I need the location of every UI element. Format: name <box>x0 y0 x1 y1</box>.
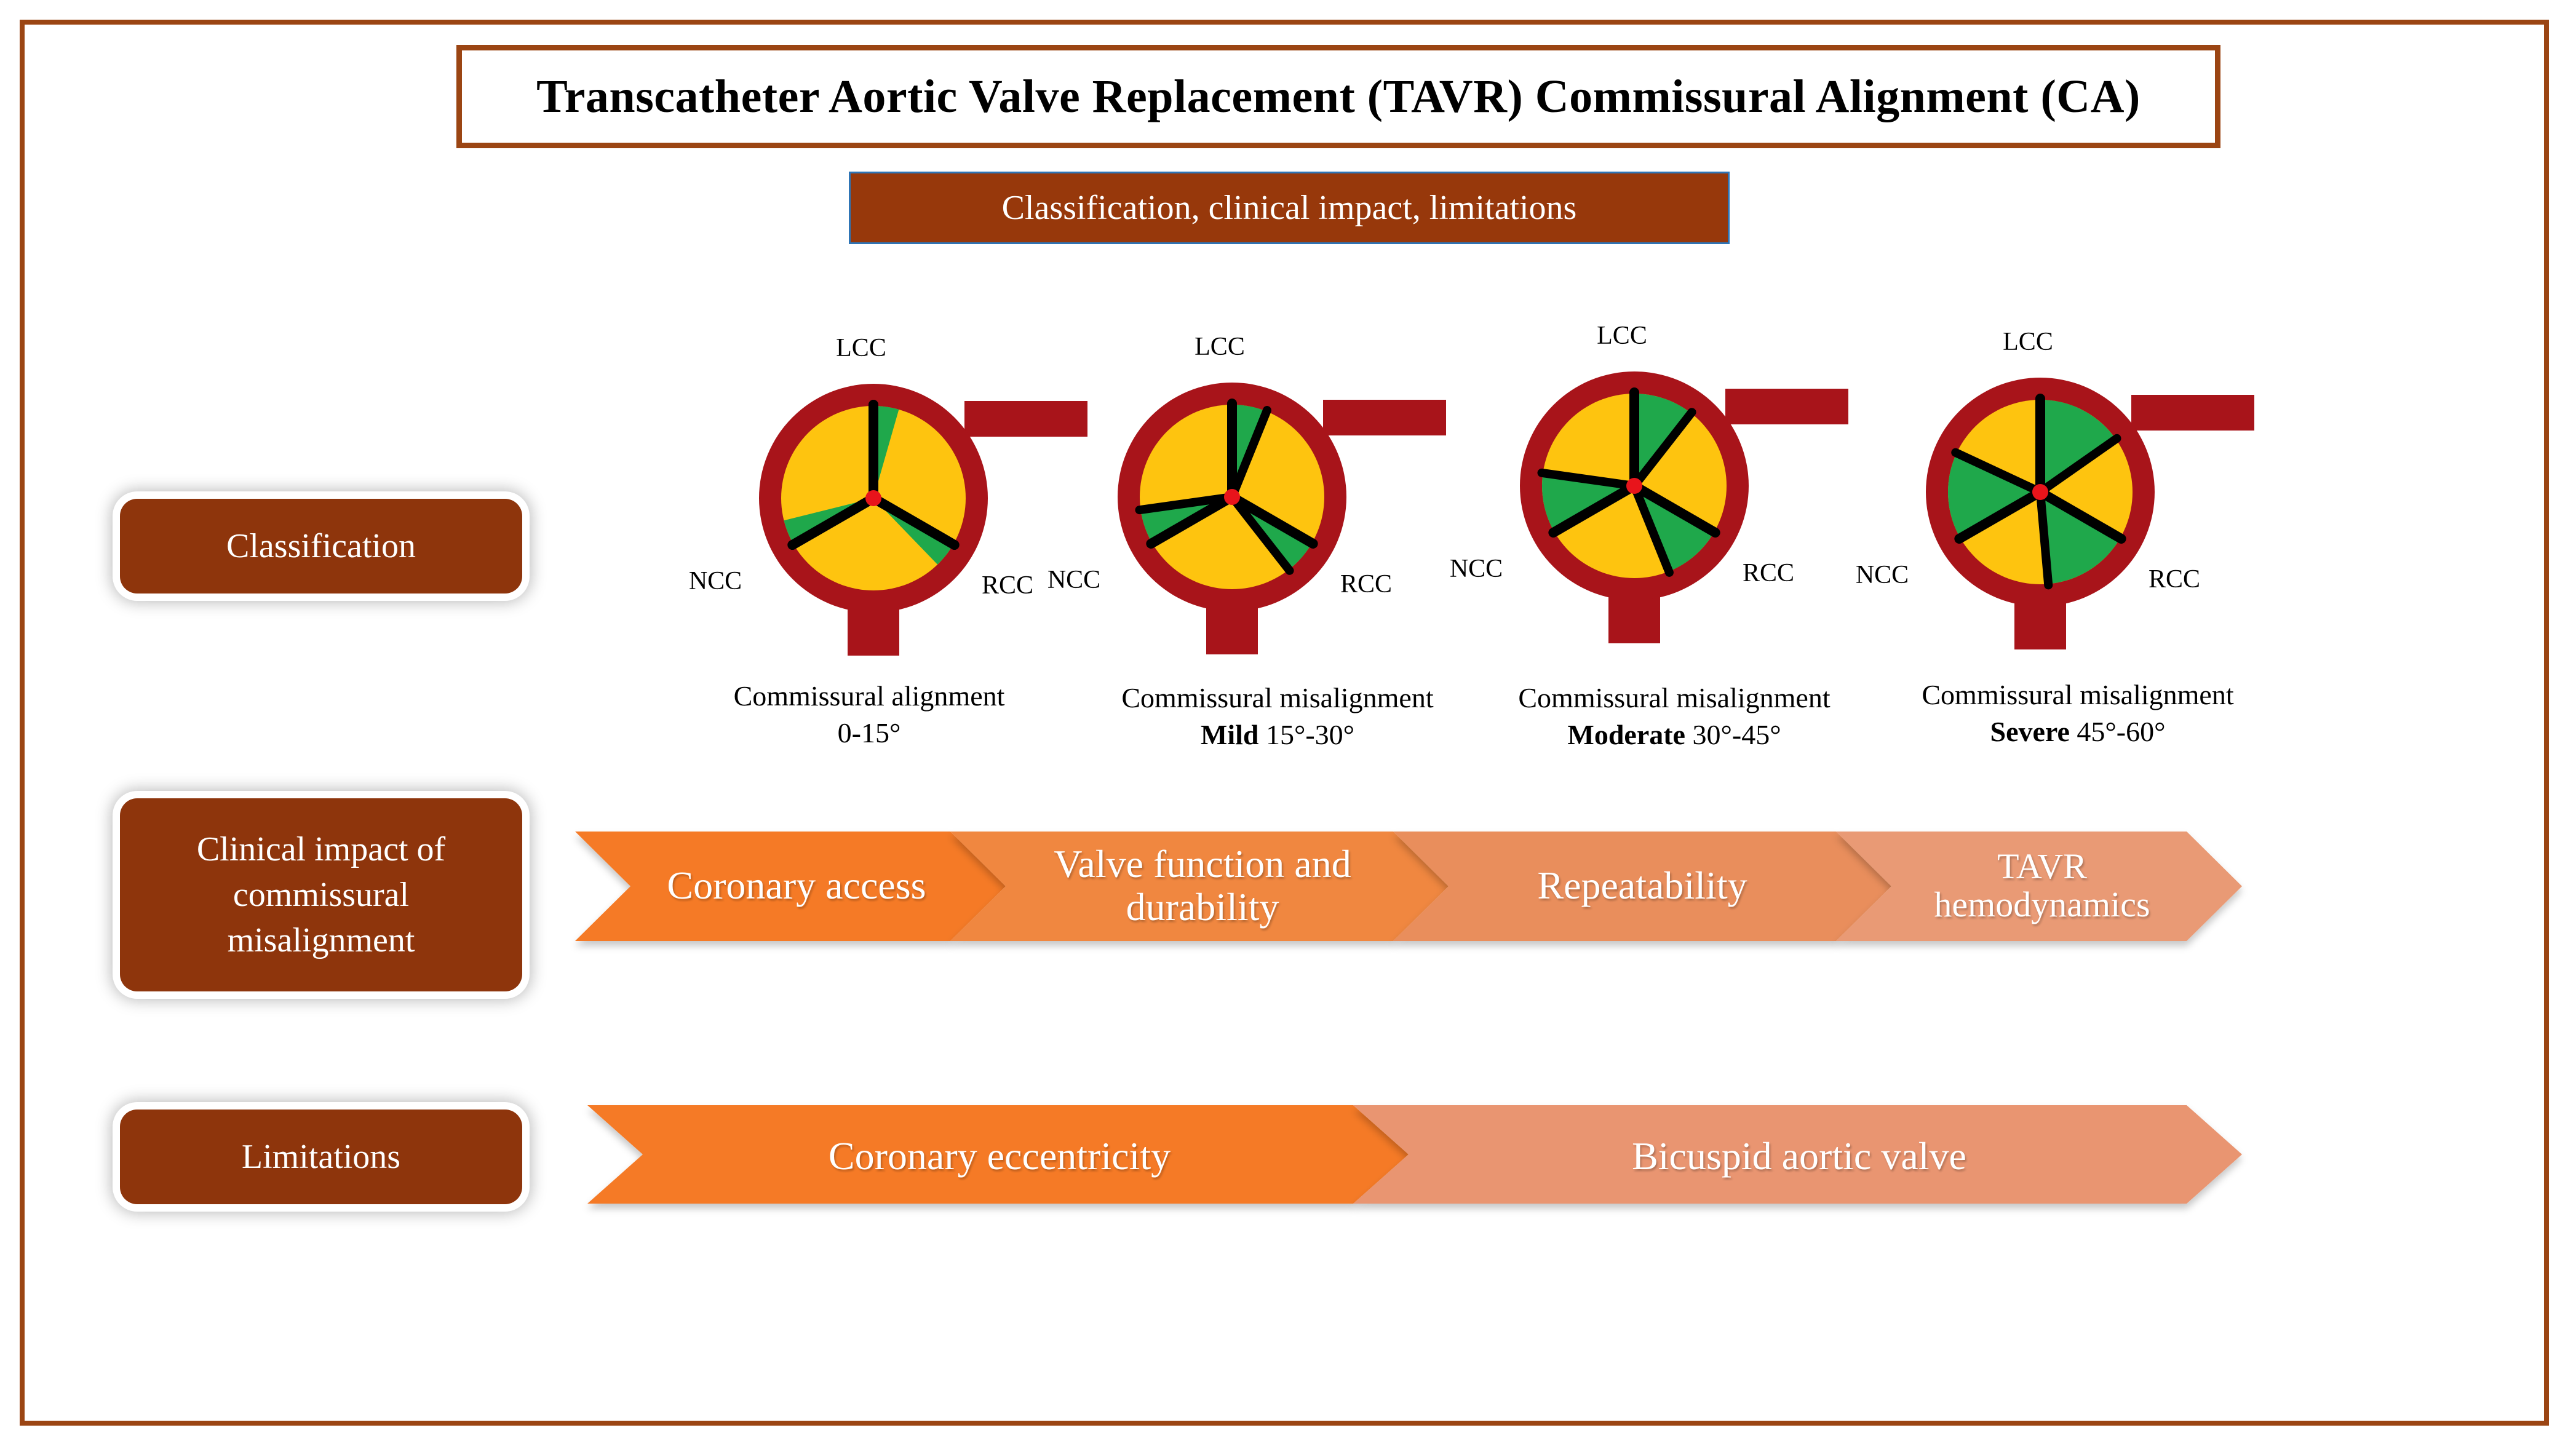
subtitle-box: Classification, clinical impact, limitat… <box>849 172 1730 244</box>
valve-3-ncc-label: NCC <box>1450 555 1503 583</box>
valve-4-ncc-label: NCC <box>1856 561 1909 589</box>
valve-1-rcc-label: RCC <box>982 571 1033 600</box>
valve-caption-1-range: 0-15° <box>654 715 1084 752</box>
valve-1-ncc-label: NCC <box>689 567 742 595</box>
valve-3-commissure-3 <box>1548 481 1639 538</box>
valve-3-misalign-wedge-2 <box>1634 486 1714 572</box>
label-coronary-eccentricity: Coronary eccentricity <box>828 1134 1171 1178</box>
valve-4-misalign-wedge-2 <box>2040 492 2120 584</box>
clinical-impact-label: Clinical impact of commissural misalignm… <box>197 827 445 963</box>
valve-caption-3-line: Commissural misalignment <box>1518 682 1831 713</box>
subtitle: Classification, clinical impact, limitat… <box>1001 189 1577 227</box>
valve-3: LCC NCC RCC <box>1450 322 1848 643</box>
valve-4-rcc-label: RCC <box>2149 565 2200 593</box>
label-tavr-hemodynamics: TAVR hemodynamics <box>1934 846 2150 924</box>
valve-2-neo-commissure-1 <box>1228 406 1271 501</box>
valve-3-lcc-label: LCC <box>1597 322 1647 350</box>
valve-caption-2: Commissural misalignment Mild 15°-30° <box>1062 680 1493 753</box>
classification-label: Classification <box>226 527 416 565</box>
valve-4: LCC NCC RCC <box>1856 328 2254 649</box>
valve-caption-3-degrees: 30°-45° <box>1685 719 1781 750</box>
valve-caption-1-degrees: 0-15° <box>837 717 901 748</box>
valve-4-commissure-2 <box>2035 487 2126 544</box>
valve-3-misalign-wedge-3 <box>1542 473 1634 532</box>
valve-3-neo-commissure-2 <box>1630 482 1674 577</box>
valve-caption-1-line: Commissural alignment <box>733 680 1005 712</box>
valve-3-neo-commissure-3 <box>1537 468 1639 490</box>
valve-caption-4-degrees: 45°-60° <box>2069 716 2166 747</box>
valve-1-commissure-overlay-2 <box>869 493 960 550</box>
valve-caption-2-grade: Mild <box>1200 719 1259 750</box>
valve-4-misalign-wedge-1 <box>2040 400 2116 492</box>
valve-1-align-wedge-1 <box>873 406 899 498</box>
arrow-bicuspid-valve <box>1353 1105 2242 1204</box>
valve-4-misalign-wedge-3 <box>1948 453 2040 538</box>
limitations-button: Limitations <box>120 1110 522 1204</box>
valve-2: LCC NCC RCC <box>1047 333 1446 654</box>
valve-3-commissure-2 <box>1629 481 1720 538</box>
valve-3-coronary-stub <box>1725 389 1848 424</box>
valve-1: LCC NCC RCC <box>689 334 1087 656</box>
valve-caption-2-range: Mild 15°-30° <box>1062 717 1493 753</box>
outer-frame <box>20 20 2549 1426</box>
arrow-coronary-access <box>575 832 1006 941</box>
arrow-tavr-hemodynamics <box>1836 832 2242 941</box>
valve-caption-3: Commissural misalignment Moderate 30°-45… <box>1459 680 1890 753</box>
clinical-impact-line-2: commissural <box>233 876 410 914</box>
valve-caption-4-line: Commissural misalignment <box>1922 679 2234 710</box>
valve-4-neo-commissure-1 <box>2036 434 2121 496</box>
limitations-label: Limitations <box>241 1138 401 1176</box>
valve-2-coronary-stub <box>1323 400 1446 435</box>
valve-2-center-dot <box>1224 489 1240 505</box>
arrow-coronary-eccentricity <box>587 1105 1409 1204</box>
valve-1-coronary-stub <box>964 401 1087 437</box>
label-bicuspid-valve: Bicuspid aortic valve <box>1632 1134 1966 1178</box>
clinical-impact-button: Clinical impact of commissural misalignm… <box>120 798 522 991</box>
page-title: Transcatheter Aortic Valve Replacement (… <box>536 70 2141 122</box>
valve-3-center-dot <box>1626 478 1642 494</box>
classification-button: Classification <box>120 499 522 593</box>
clinical-impact-line-3: misalignment <box>227 921 415 959</box>
valve-caption-4-grade: Severe <box>1990 716 2070 747</box>
valve-2-neo-commissure-2 <box>1228 493 1294 575</box>
label-valve-function: Valve function and durability <box>1054 842 1351 929</box>
valve-4-neo-commissure-2 <box>2036 488 2053 590</box>
valve-1-center-dot <box>865 490 881 506</box>
arrow-valve-function <box>950 832 1449 941</box>
valve-1-lcc-label: LCC <box>836 334 886 362</box>
valve-caption-2-degrees: 15°-30° <box>1258 719 1355 750</box>
valve-3-rcc-label: RCC <box>1743 559 1794 587</box>
valve-caption-3-range: Moderate 30°-45° <box>1459 717 1890 753</box>
valve-4-neo-commissure-3 <box>1951 448 2045 496</box>
valve-caption-4-range: Severe 45°-60° <box>1862 713 2293 750</box>
valve-2-commissure-2 <box>1227 492 1318 549</box>
valve-2-neo-commissure-3 <box>1135 493 1236 515</box>
valve-caption-3-grade: Moderate <box>1567 719 1685 750</box>
title-box: Transcatheter Aortic Valve Replacement (… <box>456 45 2220 148</box>
valve-2-commissure-3 <box>1146 492 1237 549</box>
clinical-impact-line-1: Clinical impact of <box>196 830 446 868</box>
valve-1-commissure-overlay-3 <box>787 493 878 550</box>
valve-2-lcc-label: LCC <box>1195 333 1245 361</box>
valve-3-neo-commissure-1 <box>1630 408 1696 490</box>
valve-2-misalign-wedge-2 <box>1232 497 1312 570</box>
valve-4-commissure-3 <box>1954 487 2045 544</box>
valve-caption-4: Commissural misalignment Severe 45°-60° <box>1862 677 2293 750</box>
valve-2-rcc-label: RCC <box>1340 570 1392 598</box>
valve-2-ncc-label: NCC <box>1047 566 1100 594</box>
valve-caption-1: Commissural alignment 0-15° <box>654 678 1084 752</box>
arrow-repeatability <box>1393 832 1891 941</box>
valve-4-coronary-stub <box>2131 395 2254 431</box>
valve-caption-2-line: Commissural misalignment <box>1121 682 1434 713</box>
valve-4-center-dot <box>2032 484 2048 500</box>
label-coronary-access: Coronary access <box>667 863 926 907</box>
label-repeatability: Repeatability <box>1537 863 1747 907</box>
valve-4-lcc-label: LCC <box>2003 328 2053 356</box>
